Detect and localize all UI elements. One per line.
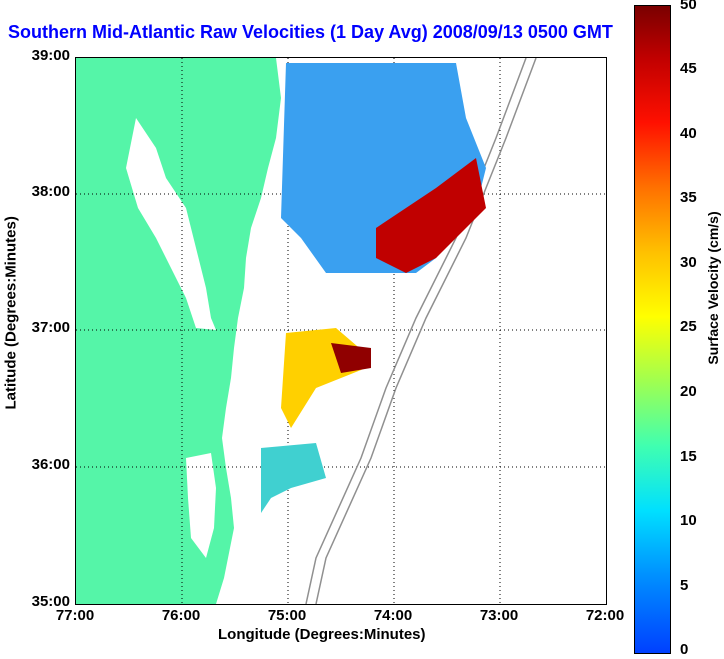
colorbar-tick: 10: [680, 512, 697, 529]
colorbar-tick: 25: [680, 318, 697, 335]
y-tick: 38:00: [31, 183, 70, 200]
colorbar-tick: 20: [680, 383, 697, 400]
x-tick: 77:00: [55, 607, 95, 624]
x-axis-title: Longitude (Degrees:Minutes): [218, 626, 426, 643]
colorbar-tick: 40: [680, 125, 697, 142]
y-tick: 35:00: [31, 593, 70, 610]
chesapeake-bay: [126, 118, 216, 330]
velocity-field-middle: [281, 328, 371, 428]
colorbar-tick: 15: [680, 448, 697, 465]
colorbar: [634, 5, 671, 654]
bathymetry-contour: [305, 58, 527, 604]
y-tick: 37:00: [31, 319, 70, 336]
map-title: Southern Mid-Atlantic Raw Velocities (1 …: [8, 22, 613, 42]
colorbar-tick: 0: [680, 641, 689, 658]
velocity-field-north-hot: [376, 158, 486, 273]
velocity-field-south: [261, 443, 326, 513]
y-tick: 36:00: [31, 456, 70, 473]
colorbar-tick: 35: [680, 189, 697, 206]
x-tick: 74:00: [373, 607, 413, 624]
colorbar-tick: 30: [680, 254, 697, 271]
map-plot-area: [75, 57, 607, 605]
y-tick: 39:00: [31, 47, 70, 64]
x-tick: 72:00: [585, 607, 625, 624]
x-tick: 73:00: [479, 607, 519, 624]
velocity-field-middle-hot: [331, 343, 371, 373]
x-tick: 76:00: [161, 607, 201, 624]
colorbar-tick: 45: [680, 60, 697, 77]
y-axis-title: Latitude (Degrees:Minutes): [2, 216, 20, 410]
land-mass: [76, 58, 281, 604]
colorbar-tick: 5: [680, 577, 689, 594]
colorbar-title: Surface Velocity (cm/s): [705, 211, 721, 365]
colorbar-tick: 50: [680, 0, 697, 13]
bathymetry-contour: [315, 58, 537, 604]
x-tick: 75:00: [267, 607, 307, 624]
sound: [186, 453, 216, 558]
